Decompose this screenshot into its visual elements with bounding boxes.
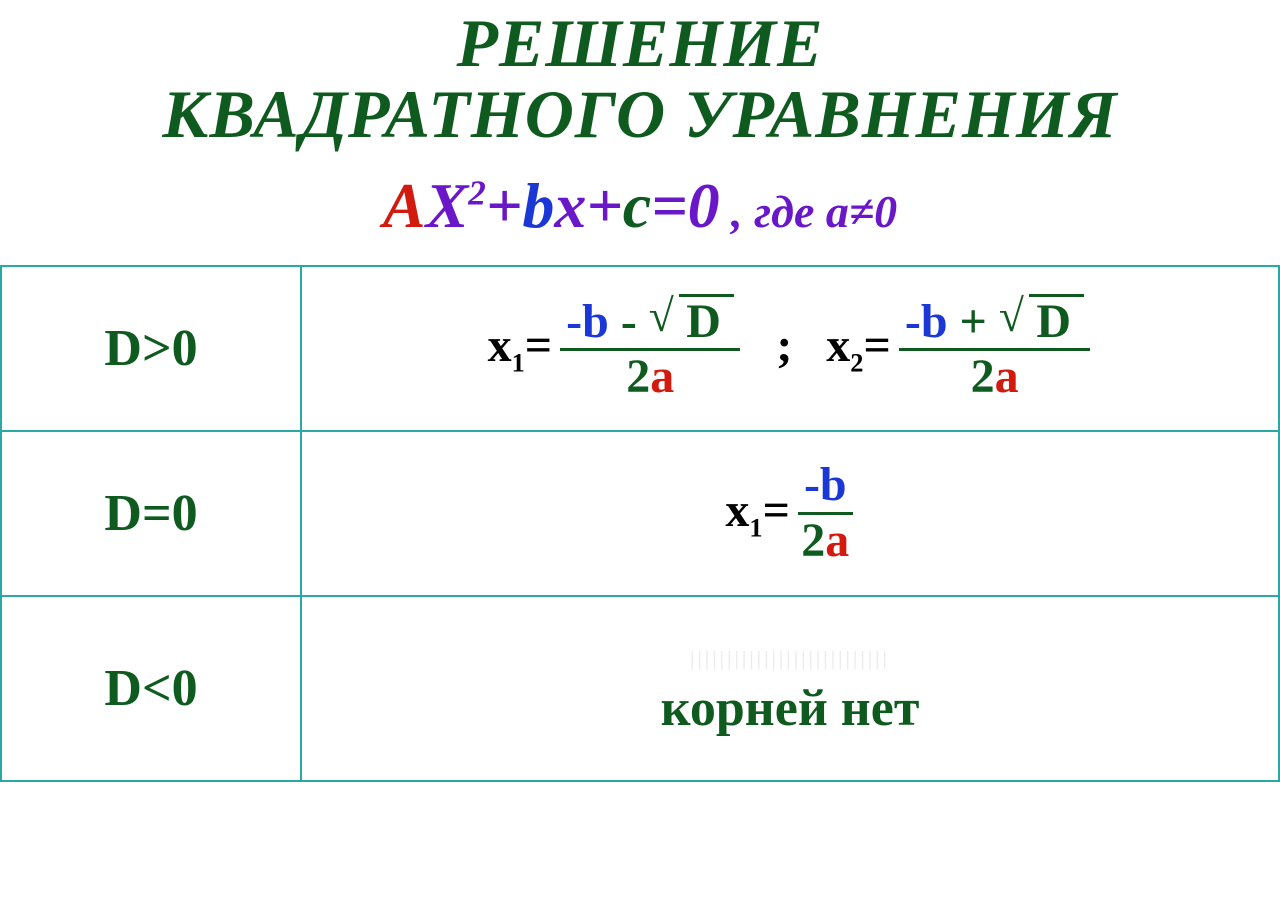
condition-cell: D<0 [1,596,301,781]
condition-cell: D=0 [1,431,301,596]
root-x2: х2=-b + D2a [826,294,1092,403]
cases-table: D>0х1=-b - D2a;х2=-b + D2aD=0 х1=-b2a D<0|… [0,265,1280,782]
root-x1: х1=-b - D2a [488,294,743,403]
case-row: D=0 х1=-b2a [1,431,1279,596]
case-row: D<0||||||||||||||||||||||||||| корней нет [1,596,1279,781]
result-cell: х1=-b - D2a;х2=-b + D2a [301,266,1279,431]
title-line-2: КВАДРАТНОГО УРАВНЕНИЯ [0,79,1280,150]
result-cell: ||||||||||||||||||||||||||| корней нет [301,596,1279,781]
general-equation: АХ2+bх+с=0 , где а≠0 [0,169,1280,243]
root-single: х1=-b2a [725,460,854,566]
case-row: D>0х1=-b - D2a;х2=-b + D2a [1,266,1279,431]
result-cell: х1=-b2a [301,431,1279,596]
title-block: РЕШЕНИЕ КВАДРАТНОГО УРАВНЕНИЯ [0,0,1280,151]
title-line-1: РЕШЕНИЕ [0,8,1280,79]
slide: РЕШЕНИЕ КВАДРАТНОГО УРАВНЕНИЯ АХ2+bх+с=0… [0,0,1280,909]
shadow-text: ||||||||||||||||||||||||||| [302,648,1278,671]
no-roots-text: корней нет [661,680,920,737]
condition-cell: D>0 [1,266,301,431]
